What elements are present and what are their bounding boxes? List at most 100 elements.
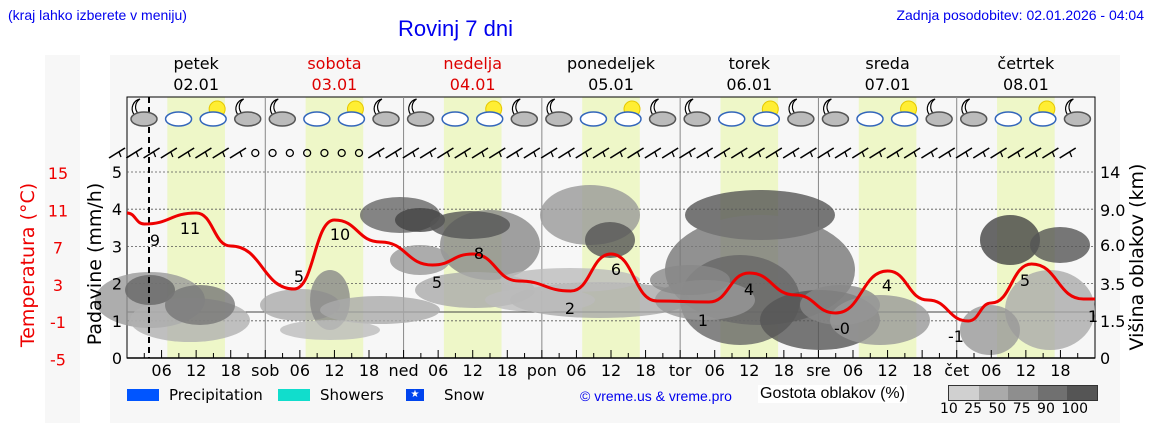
chart-title: Rovinj 7 dni [398,16,513,41]
precip-tick: 5 [112,163,122,182]
wind-barb-icon [938,147,956,159]
partly-sunny-icon [752,100,781,127]
wind-barb-icon [679,147,696,159]
temperature-axis-label: Temperatura (°C) [17,183,39,348]
night-cloud-icon [925,98,953,127]
x-tick-label: 18 [774,361,794,380]
wind-barb-icon [748,147,765,159]
legend-snow-label: Snow [444,386,485,404]
cloud-density-area [280,320,380,340]
legend-precipitation-label: Precipitation [169,386,263,404]
calm-wind-icon [268,148,277,158]
temperature-point-label: -0 [834,319,850,338]
day-name: četrtek [997,54,1055,73]
wind-barb-icon [488,147,506,159]
credit-link[interactable]: © vreme.us & vreme.pro [580,388,732,404]
legend-showers: Showers [278,386,384,404]
wind-barb-icon [661,147,679,159]
temperature-point-label: 4 [882,276,892,295]
x-tick-label: 06 [428,361,448,380]
wind-barb-icon [903,147,921,159]
precip-tick: 1 [112,312,122,331]
night-cloud-icon [545,98,573,127]
wind-barb-icon [558,147,575,159]
partly-sunny-icon [164,111,193,127]
night-cloud-icon [130,98,158,127]
region-hint: (kraj lahko izberete v meniju) [8,7,187,23]
wind-barb-icon [1042,147,1059,159]
cloud-density-area [320,296,440,324]
temperature-tick: 15 [48,164,68,183]
calm-wind-icon [285,148,295,158]
wind-barb-icon [782,147,800,159]
precip-tick: 0 [112,349,122,368]
x-tick-label: 06 [566,361,586,380]
day-name: sreda [865,54,909,73]
precip-axis-label: Padavine (mm/h) [84,183,106,346]
partly-sunny-icon [717,111,746,127]
x-tick-label: 12 [877,361,897,380]
x-tick-label: 12 [324,361,344,380]
cloud-height-axis-label: Višina oblakov (km) [1126,164,1148,351]
temperature-point-label: 9 [150,231,160,250]
day-date: 06.01 [726,75,772,94]
night-cloud-icon [406,98,435,127]
wind-barb-icon [990,147,1007,159]
partly-sunny-icon [1029,100,1057,127]
x-tick-label: 18 [635,361,655,380]
partly-sunny-icon [579,111,608,127]
x-tick-label: 06 [290,361,310,380]
x-tick-label: pon [527,361,557,380]
night-cloud-icon [787,98,815,127]
wind-barb-icon [886,147,904,159]
x-tick-label: 06 [843,361,863,380]
night-cloud-icon [268,98,297,127]
day-name: torek [729,54,771,73]
wind-barb-icon [143,147,160,159]
cloud-density-label: Gostota oblakov (%) [758,385,907,403]
wind-barb-icon [540,147,558,159]
wind-barb-icon [851,147,869,159]
temperature-point-label: 4 [744,280,754,299]
cloud-density-area [1030,227,1090,263]
wind-barb-icon [177,147,195,159]
wind-barb-icon [437,147,454,159]
x-tick-label: 18 [1050,361,1070,380]
x-tick-label: 06 [705,361,725,380]
day-date: 07.01 [865,75,911,94]
cloud-height-tick: 0 [1100,349,1110,368]
cloud-density-area [485,288,595,312]
day-date: 04.01 [450,75,496,94]
wind-barb-icon [575,147,593,159]
partly-sunny-icon [441,111,469,127]
temperature-line [126,211,1095,323]
wind-barb-icon [644,147,662,159]
night-cloud-icon [683,98,711,127]
night-cloud-icon [821,98,850,127]
x-tick-label: 18 [221,361,241,380]
temperature-point-label: 8 [474,244,484,263]
night-cloud-icon [510,98,539,127]
temperature-axis-panel [45,55,80,423]
temperature-tick: 11 [48,201,68,220]
x-tick-label: 18 [359,361,379,380]
wind-barb-icon [713,147,731,159]
wind-barb-icon [955,147,973,159]
x-tick-label: sob [251,361,279,380]
wind-barb-icon [108,147,126,159]
x-tick-label: tor [669,361,692,380]
wind-barb-icon [869,147,886,159]
temperature-point-label: 1 [698,311,708,330]
temperature-point-label: 5 [1020,271,1030,290]
x-tick-label: 06 [981,361,1001,380]
wind-barb-icon [627,147,644,159]
snow-star-icon: ★ [406,389,424,401]
wind-barb-icon [212,147,230,159]
temperature-point-label: 11 [180,219,200,238]
temperature-point-label: 2 [565,299,575,318]
cloud-height-tick: 6.0 [1100,236,1125,255]
wind-barb-icon [402,147,420,159]
wind-barb-icon [972,147,990,159]
partly-sunny-icon [199,100,227,127]
